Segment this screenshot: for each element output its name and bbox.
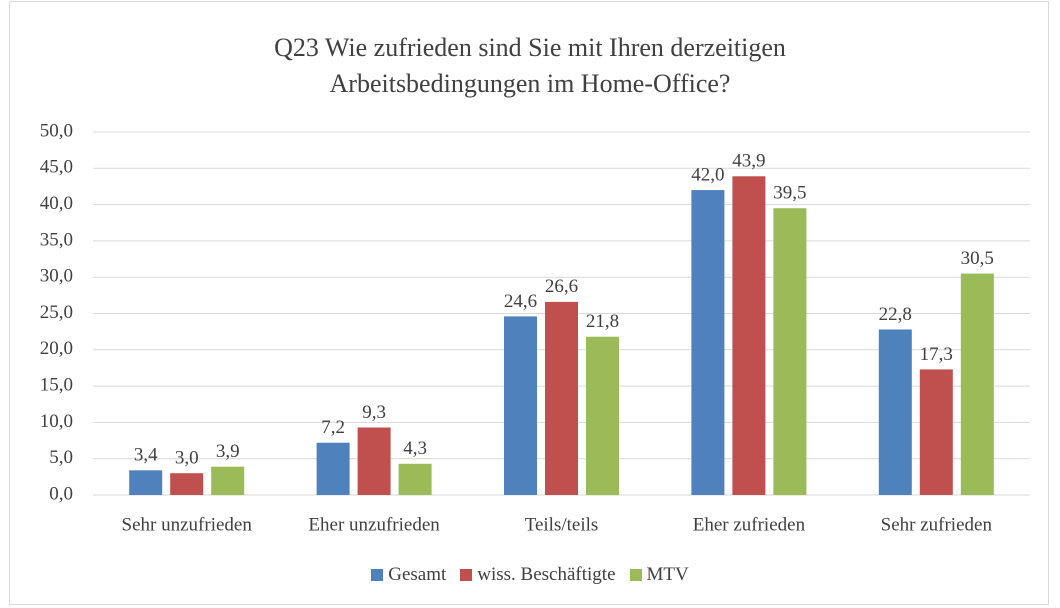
chart-title: Q23 Wie zufrieden sind Sie mit Ihren der… xyxy=(274,33,786,98)
legend-label: wiss. Beschäftigte xyxy=(477,564,616,585)
bar xyxy=(919,369,953,495)
legend-item: Gesamt xyxy=(371,564,446,586)
bar xyxy=(586,336,619,495)
data-label: 3,9 xyxy=(216,441,240,462)
x-tick-label: Teils/teils xyxy=(525,514,599,535)
data-label: 43,9 xyxy=(732,151,765,172)
x-tick-label: Eher zufrieden xyxy=(693,514,806,535)
legend-item: MTV xyxy=(629,564,689,586)
bar xyxy=(773,208,807,496)
legend-swatch xyxy=(371,569,384,581)
bar xyxy=(545,301,578,495)
legend: Gesamt wiss. Beschäftigte MTV xyxy=(0,564,1060,586)
legend-item: wiss. Beschäftigte xyxy=(460,564,616,586)
y-tick-label: 25,0 xyxy=(40,302,73,323)
y-tick-label: 10,0 xyxy=(40,411,73,432)
data-label: 42,0 xyxy=(691,164,724,185)
y-tick-label: 30,0 xyxy=(40,266,73,287)
y-tick-label: 0,0 xyxy=(49,483,73,504)
data-label: 9,3 xyxy=(362,402,386,423)
bar xyxy=(960,273,994,495)
chart-border xyxy=(9,1,1049,605)
y-tick-label: 50,0 xyxy=(40,120,73,141)
data-label: 3,0 xyxy=(175,448,199,469)
bar xyxy=(732,176,766,495)
data-label: 7,2 xyxy=(321,417,345,438)
legend-swatch xyxy=(629,569,642,581)
bar xyxy=(878,329,912,495)
y-tick-label: 35,0 xyxy=(40,229,73,250)
y-tick-label: 15,0 xyxy=(40,374,73,395)
y-tick-label: 20,0 xyxy=(40,338,73,359)
x-tick-label: Sehr unzufrieden xyxy=(122,514,253,535)
legend-swatch xyxy=(460,569,473,581)
data-label: 24,6 xyxy=(504,291,537,312)
data-label: 21,8 xyxy=(586,311,619,332)
data-label: 4,3 xyxy=(403,438,427,459)
y-tick-label: 45,0 xyxy=(40,157,73,178)
bar xyxy=(357,427,391,495)
bar xyxy=(504,316,537,495)
y-tick-label: 40,0 xyxy=(40,193,73,214)
bar xyxy=(691,190,725,495)
legend-label: MTV xyxy=(646,564,689,585)
data-label: 22,8 xyxy=(879,304,912,325)
data-label: 39,5 xyxy=(773,183,806,204)
data-label: 3,4 xyxy=(134,445,158,466)
x-tick-label: Sehr zufrieden xyxy=(881,514,993,535)
bar xyxy=(398,463,432,495)
data-label: 17,3 xyxy=(920,344,953,365)
bar xyxy=(129,470,163,495)
legend-label: Gesamt xyxy=(388,564,447,585)
bar xyxy=(211,466,245,495)
bar xyxy=(170,473,204,495)
y-tick-label: 5,0 xyxy=(49,447,73,468)
data-label: 26,6 xyxy=(545,276,578,297)
data-label: 30,5 xyxy=(961,248,994,269)
x-tick-label: Eher unzufrieden xyxy=(308,514,440,535)
bar xyxy=(316,442,350,495)
